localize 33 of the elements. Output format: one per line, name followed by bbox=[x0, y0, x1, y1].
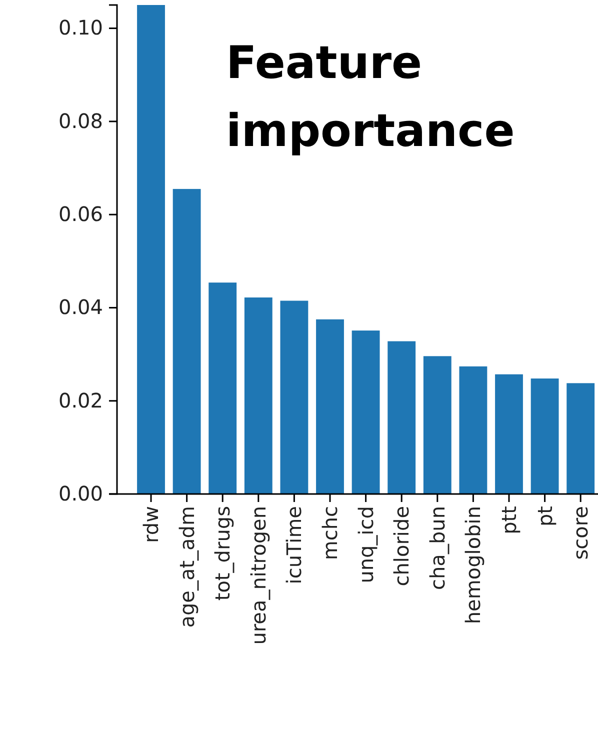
x-tick-label: urea_nitrogen bbox=[246, 506, 270, 645]
x-tick-label: hemoglobin bbox=[461, 506, 486, 624]
y-tick-label: 0.10 bbox=[58, 16, 103, 40]
bar bbox=[566, 383, 595, 494]
bar bbox=[388, 341, 416, 494]
y-tick-label: 0.00 bbox=[58, 481, 103, 506]
bar bbox=[137, 5, 165, 494]
bar bbox=[172, 188, 201, 494]
y-tick-label: 0.02 bbox=[58, 388, 103, 412]
x-tick-label: unq_icd bbox=[354, 506, 378, 584]
x-tick-label: icuTime bbox=[282, 506, 306, 584]
y-tick-label: 0.04 bbox=[58, 295, 103, 320]
x-tick-label: rdw bbox=[139, 506, 164, 543]
x-tick-label: chloride bbox=[390, 506, 414, 586]
bar bbox=[459, 366, 488, 494]
x-tick-label: age_at_adm bbox=[174, 506, 199, 628]
x-tick-label: ptt bbox=[496, 506, 521, 534]
bar bbox=[316, 319, 344, 494]
bar bbox=[352, 330, 380, 494]
x-tick-label: tot_drugs bbox=[210, 506, 235, 601]
bar bbox=[280, 300, 308, 494]
bar bbox=[423, 356, 452, 494]
text: Feature importance bbox=[226, 36, 515, 157]
x-tick-label: score bbox=[568, 506, 593, 560]
y-tick-label: 0.08 bbox=[58, 108, 103, 133]
bar bbox=[208, 282, 237, 494]
bar bbox=[530, 378, 559, 494]
x-tick-label: mchc bbox=[318, 506, 342, 560]
x-tick-label: cha_bun bbox=[425, 506, 450, 590]
bar bbox=[495, 374, 523, 494]
x-tick-label: pt bbox=[532, 506, 557, 527]
y-tick-label: 0.06 bbox=[58, 202, 103, 226]
bar bbox=[244, 297, 272, 494]
